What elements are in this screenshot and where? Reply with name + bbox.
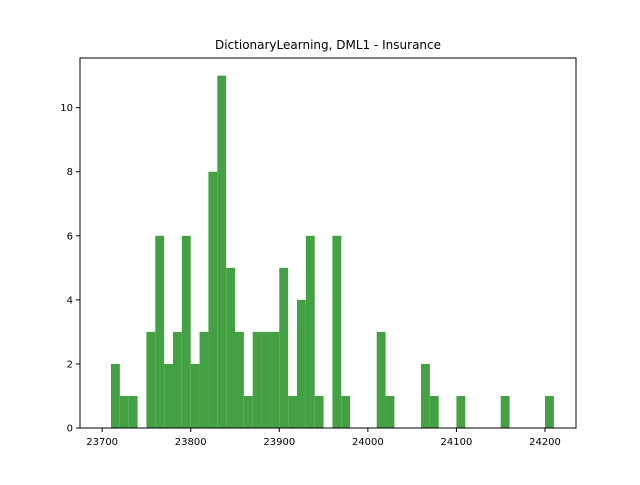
x-tick-label: 23800: [175, 437, 207, 448]
y-axis-ticks: 0 2 4 6 8 10: [60, 103, 80, 435]
plot-frame: [79, 57, 577, 429]
histogram-bar: [341, 395, 351, 428]
histogram-bar: [208, 171, 218, 428]
y-tick-label: 8: [67, 167, 73, 178]
histogram-bar: [190, 363, 200, 428]
y-tick-label: 0: [67, 424, 73, 435]
x-tick-label: 24100: [441, 437, 473, 448]
histogram-bar: [545, 395, 554, 428]
histogram-bar: [181, 235, 191, 428]
histogram-bar: [297, 299, 306, 428]
histogram-bar: [217, 75, 227, 428]
histogram-bar: [500, 395, 510, 428]
histogram-bar: [385, 395, 395, 428]
y-tick-label: 2: [67, 359, 73, 370]
x-tick-label: 24200: [529, 437, 561, 448]
histogram-bar: [111, 363, 120, 428]
histogram-bar: [199, 331, 209, 428]
y-tick-label: 6: [67, 231, 73, 242]
histogram-bar: [226, 267, 235, 428]
histogram-bar: [332, 235, 342, 428]
y-tick-label: 10: [60, 103, 73, 114]
histogram-bar: [429, 395, 439, 428]
histogram-bar: [128, 395, 138, 428]
histogram-bar: [314, 395, 324, 428]
histogram-bar: [173, 331, 182, 428]
histogram-bar: [376, 331, 386, 428]
histogram-bar: [243, 395, 253, 428]
x-tick-label: 23900: [263, 437, 295, 448]
histogram-bar: [421, 363, 430, 428]
histogram-bar: [146, 331, 156, 428]
histogram-bar: [155, 235, 165, 428]
histogram-bar: [270, 331, 280, 428]
chart-title: DictionaryLearning, DML1 - Insurance: [215, 38, 441, 52]
bars-group: [111, 75, 554, 428]
histogram-bar: [279, 267, 289, 428]
x-axis-ticks: 23700 23800 23900 24000 24100 24200: [86, 428, 561, 448]
y-tick-label: 4: [67, 295, 73, 306]
histogram-bar: [456, 395, 466, 428]
histogram-bar: [235, 331, 244, 428]
x-tick-label: 24000: [352, 437, 384, 448]
histogram-bar: [288, 395, 297, 428]
histogram-bar: [261, 331, 271, 428]
histogram-bar: [164, 363, 173, 428]
histogram-bar: [119, 395, 129, 428]
histogram-bar: [252, 331, 262, 428]
x-tick-label: 23700: [86, 437, 118, 448]
histogram-bar: [305, 235, 315, 428]
